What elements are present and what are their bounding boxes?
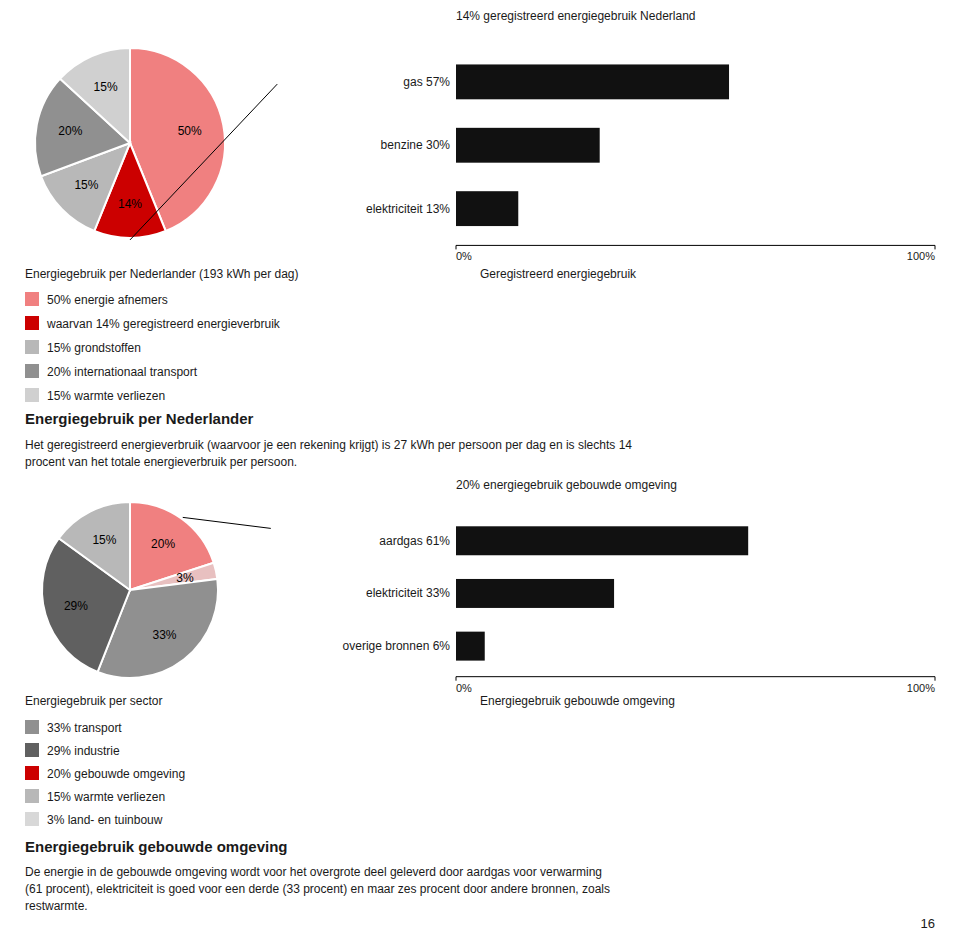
data-label: 14%: [118, 197, 142, 211]
data-label: 15%: [94, 80, 118, 94]
caption: Geregistreerd energiegebruik: [480, 267, 637, 281]
text-line: Het geregistreerd energieverbruik (waarv…: [25, 438, 632, 452]
pie-slice: [59, 502, 130, 590]
legend-entry: 20% gebouwde omgeving: [47, 767, 185, 781]
category-label: elektriciteit 13%: [366, 202, 450, 216]
legend-swatch: [25, 812, 39, 826]
text-line: De energie in de gebouwde omgeving wordt…: [25, 865, 602, 879]
bar: [456, 526, 748, 555]
tick-mark: [456, 677, 457, 681]
section-title: Energiegebruik per Nederlander: [25, 410, 254, 427]
section-body: Het geregistreerd energieverbruik (waarv…: [25, 438, 632, 469]
legend-entry: 15% warmte verliezen: [47, 389, 165, 403]
pie-chart: [42, 502, 218, 678]
legend-swatch: [25, 766, 39, 780]
legend-entry: 33% transport: [47, 721, 122, 735]
axis-line: [456, 245, 935, 246]
legend-entry: 15% warmte verliezen: [47, 790, 165, 804]
text-line: procent van het totale energieverbruik p…: [25, 455, 297, 469]
connector-line: [183, 517, 271, 528]
legend-entry: 20% internationaal transport: [47, 365, 198, 379]
bar: [456, 191, 518, 226]
data-label: 15%: [92, 533, 116, 547]
caption: Energiegebruik gebouwde omgeving: [480, 694, 675, 708]
data-label: 20%: [58, 124, 82, 138]
category-label: elektriciteit 33%: [366, 586, 450, 600]
tick-label: 100%: [907, 682, 935, 694]
section-title: Energiegebruik gebouwde omgeving: [25, 838, 288, 855]
legend-entry: 3% land- en tuinbouw: [47, 813, 163, 827]
data-label: 29%: [64, 599, 88, 613]
page: 50% 14% 15% 20% 15% Energiegebruik per Nederl…: [0, 0, 960, 936]
page-number: 16: [921, 916, 935, 931]
category-label: benzine 30%: [381, 138, 451, 152]
bar: [456, 128, 600, 163]
pie-chart: [35, 48, 225, 238]
legend-swatch: [25, 388, 39, 402]
annotation: 14% geregistreerd energiegebruik Nederla…: [456, 9, 695, 23]
tick-label: 0%: [456, 250, 472, 262]
connector-line: [130, 84, 277, 240]
legend: 50% energie afnemers waarvan 14% geregist…: [25, 292, 281, 403]
annotation: 20% energiegebruik gebouwde omgeving: [456, 478, 677, 492]
bar: [456, 64, 729, 99]
bar: [456, 632, 485, 661]
tick-mark: [456, 245, 457, 249]
legend-entry: 15% grondstoffen: [47, 341, 141, 355]
data-label: 20%: [151, 537, 175, 551]
bar-plot: [456, 526, 748, 660]
text-line: (61 procent), elektriciteit is goed voor…: [25, 882, 610, 896]
legend-swatch: [25, 720, 39, 734]
tick-label: 0%: [456, 682, 472, 694]
legend-swatch: [25, 743, 39, 757]
category-label: aardgas 61%: [379, 534, 450, 548]
tick-mark: [935, 677, 936, 681]
bar: [456, 579, 614, 608]
caption: Energiegebruik per sector: [25, 694, 162, 708]
bar-plot: [456, 64, 729, 226]
axis-line: [456, 676, 935, 677]
category-label: overige bronnen 6%: [343, 639, 451, 653]
section-body: De energie in de gebouwde omgeving wordt…: [25, 865, 610, 913]
data-label: 33%: [153, 628, 177, 642]
legend: 33% transport 29% industrie 20% gebouwde o…: [25, 720, 185, 827]
data-label: 3%: [176, 571, 194, 585]
text-line: restwarmte.: [25, 899, 88, 913]
tick-mark: [935, 245, 936, 249]
legend-swatch: [25, 316, 39, 330]
legend-swatch: [25, 364, 39, 378]
legend-entry: 50% energie afnemers: [47, 293, 168, 307]
legend-swatch: [25, 340, 39, 354]
data-label: 15%: [74, 178, 98, 192]
legend-swatch: [25, 789, 39, 803]
tick-label: 100%: [907, 250, 935, 262]
caption: Energiegebruik per Nederlander (193 kWh …: [25, 267, 299, 281]
legend-entry: 29% industrie: [47, 744, 120, 758]
category-label: gas 57%: [403, 75, 450, 89]
data-label: 50%: [178, 124, 202, 138]
legend-swatch: [25, 292, 39, 306]
legend-entry: waarvan 14% geregistreerd energieverbrui…: [46, 317, 281, 331]
